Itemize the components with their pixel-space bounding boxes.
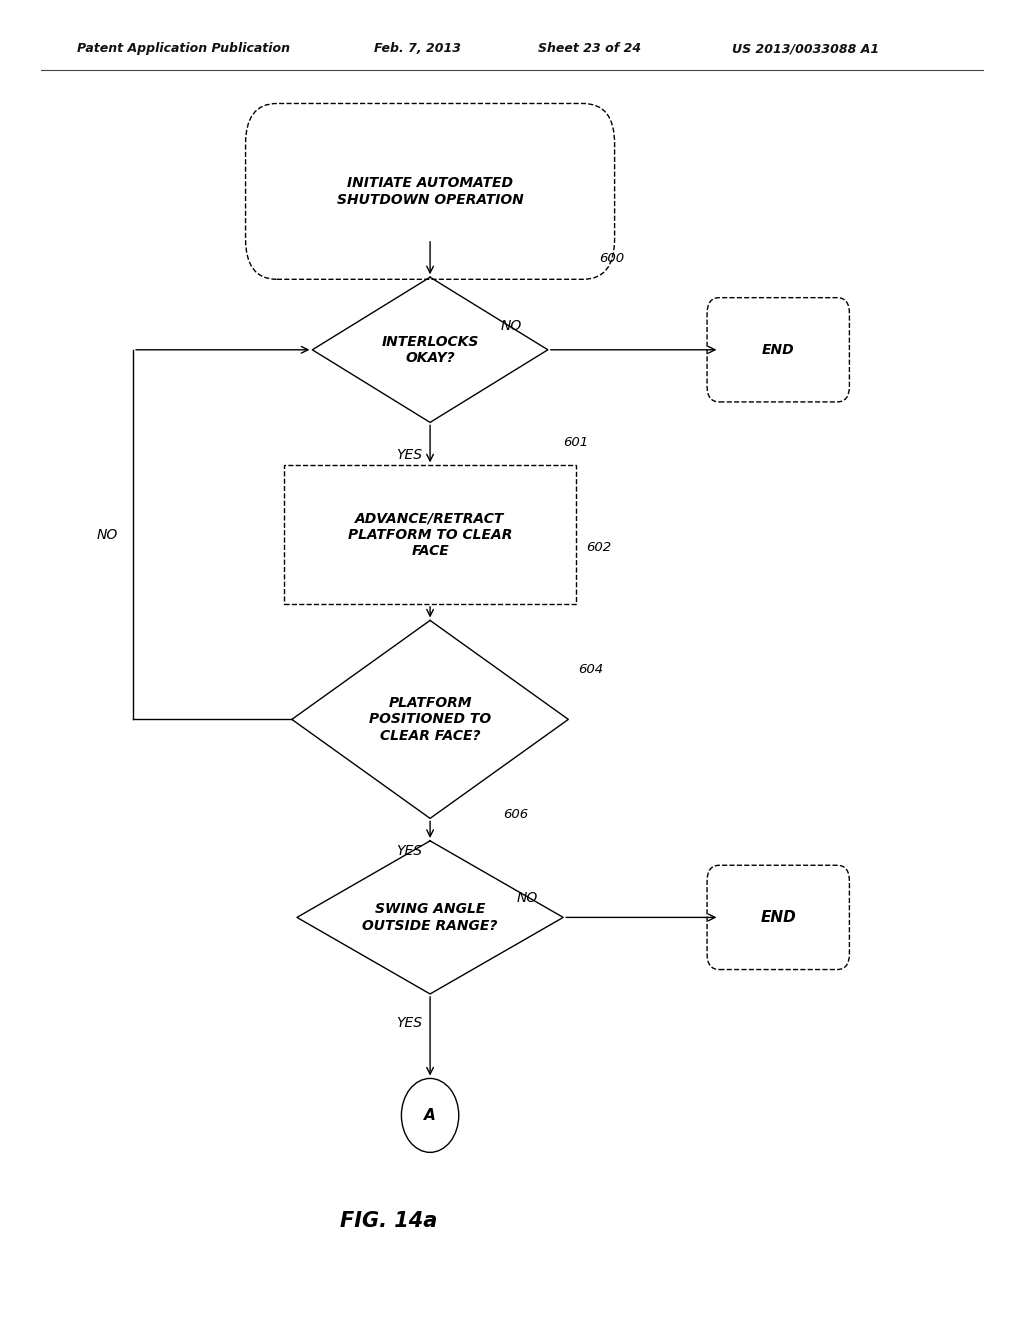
Text: INTERLOCKS
OKAY?: INTERLOCKS OKAY? [381,335,479,364]
Text: SWING ANGLE
OUTSIDE RANGE?: SWING ANGLE OUTSIDE RANGE? [362,903,498,932]
Text: PLATFORM
POSITIONED TO
CLEAR FACE?: PLATFORM POSITIONED TO CLEAR FACE? [369,696,492,743]
Text: YES: YES [396,845,423,858]
FancyBboxPatch shape [246,103,614,280]
Text: NO: NO [516,891,538,904]
Text: Feb. 7, 2013: Feb. 7, 2013 [374,42,461,55]
Text: NO: NO [96,528,118,541]
Text: US 2013/0033088 A1: US 2013/0033088 A1 [732,42,880,55]
Text: 601: 601 [563,436,589,449]
FancyBboxPatch shape [707,866,850,969]
Text: A: A [424,1107,436,1123]
FancyBboxPatch shape [707,298,850,401]
Text: INITIATE AUTOMATED
SHUTDOWN OPERATION: INITIATE AUTOMATED SHUTDOWN OPERATION [337,177,523,206]
Text: END: END [762,343,795,356]
Text: 600: 600 [599,252,625,265]
Bar [284,465,575,605]
Text: YES: YES [396,449,423,462]
Text: END: END [761,909,796,925]
Text: YES: YES [396,1016,423,1030]
Text: 604: 604 [579,664,604,676]
Text: NO: NO [501,319,522,333]
Text: 606: 606 [504,808,528,821]
Text: ADVANCE/RETRACT
PLATFORM TO CLEAR
FACE: ADVANCE/RETRACT PLATFORM TO CLEAR FACE [348,511,512,558]
Text: Patent Application Publication: Patent Application Publication [77,42,290,55]
Text: Sheet 23 of 24: Sheet 23 of 24 [538,42,641,55]
Text: 602: 602 [586,541,611,554]
Text: FIG. 14a: FIG. 14a [340,1210,438,1232]
